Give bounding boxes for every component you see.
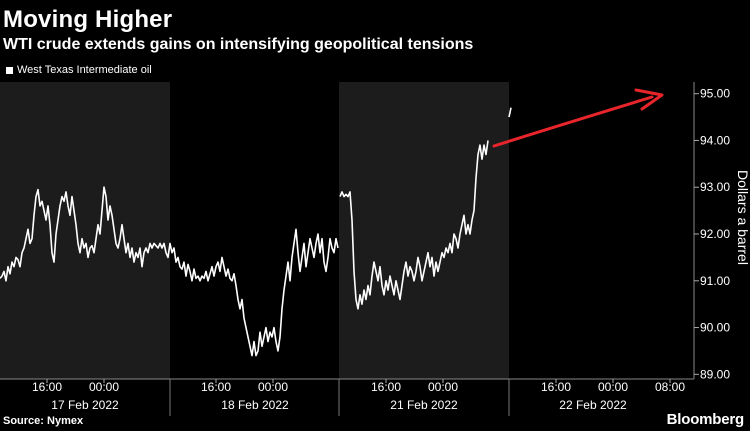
series-line-segment bbox=[339, 140, 489, 310]
x-tick-label: 08:00 bbox=[655, 380, 685, 394]
x-tick-label: 00:00 bbox=[428, 380, 458, 394]
legend-swatch bbox=[6, 66, 13, 74]
annotation-arrow-head bbox=[634, 88, 664, 111]
x-tick-label: 00:00 bbox=[598, 380, 628, 394]
chart-title: Moving Higher bbox=[3, 6, 173, 33]
x-tick-label: 16:00 bbox=[541, 380, 571, 394]
y-tick-label: 92.00 bbox=[700, 227, 730, 241]
y-tick-label: 90.00 bbox=[700, 321, 730, 335]
y-tick-label: 91.00 bbox=[700, 274, 730, 288]
x-time-ticks: 16:00 00:00 16:00 00:00 16:00 00:00 16:00 00:00… bbox=[32, 379, 685, 394]
y-axis-label: Dollars a barrel bbox=[735, 170, 750, 265]
annotation-arrow-shaft bbox=[492, 95, 654, 148]
y-ticks: 89.00 90.00 91.00 92.00 93.00 94.00 95.00 bbox=[694, 87, 730, 381]
y-tick-label: 93.00 bbox=[700, 180, 730, 194]
legend-label: West Texas Intermediate oil bbox=[17, 64, 152, 76]
x-tick-label: 00:00 bbox=[89, 380, 119, 394]
x-tick-label: 16:00 bbox=[371, 380, 401, 394]
source-note: Source: Nymex bbox=[3, 415, 84, 427]
x-tick-label: 16:00 bbox=[201, 380, 231, 394]
x-axis: 16:00 00:00 16:00 00:00 16:00 00:00 16:00 00:00… bbox=[0, 378, 694, 416]
x-date-label: 21 Feb 2022 bbox=[390, 398, 458, 412]
chart-subtitle: WTI crude extends gains on intensifying … bbox=[3, 36, 474, 53]
y-tick-label: 89.00 bbox=[700, 367, 730, 381]
x-date-label: 18 Feb 2022 bbox=[221, 398, 289, 412]
x-tick-label: 16:00 bbox=[32, 380, 62, 394]
shaded-band-1 bbox=[0, 82, 170, 379]
x-date-label: 22 Feb 2022 bbox=[559, 398, 627, 412]
x-tick-label: 00:00 bbox=[258, 380, 288, 394]
series-wti bbox=[0, 107, 512, 357]
y-axis: 89.00 90.00 91.00 92.00 93.00 94.00 95.00 Doll… bbox=[693, 82, 750, 381]
y-tick-label: 94.00 bbox=[700, 133, 730, 147]
x-date-labels: 17 Feb 2022 18 Feb 2022 21 Feb 2022 22 Feb … bbox=[51, 398, 627, 412]
y-tick-label: 95.00 bbox=[700, 87, 730, 101]
series-line-segment bbox=[0, 186, 339, 357]
x-date-label: 17 Feb 2022 bbox=[51, 398, 119, 412]
bloomberg-logo: Bloomberg bbox=[666, 411, 745, 428]
day-dividers bbox=[169, 379, 510, 416]
series-line-segment bbox=[508, 107, 512, 118]
annotation-arrow bbox=[492, 88, 664, 148]
shaded-band-2 bbox=[339, 82, 509, 379]
legend: West Texas Intermediate oil bbox=[6, 64, 152, 76]
shaded-bands bbox=[0, 82, 509, 379]
